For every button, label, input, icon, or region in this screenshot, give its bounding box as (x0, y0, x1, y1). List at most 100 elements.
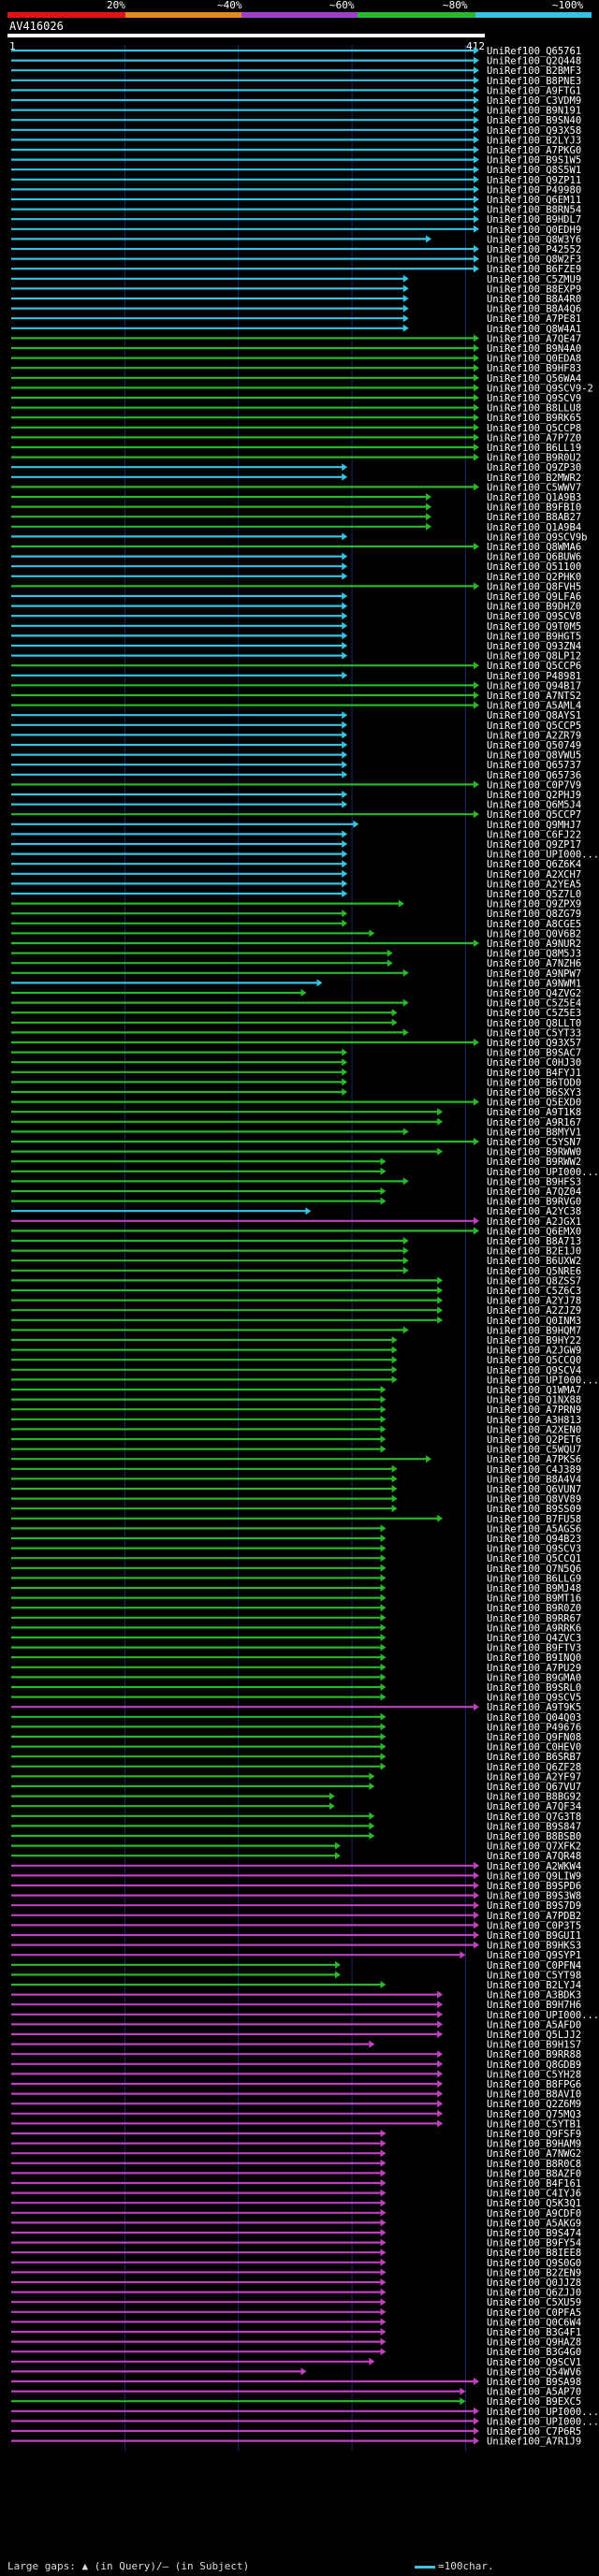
hit-label[interactable]: UniRef100_B9HDL7 (487, 214, 581, 226)
hit-label[interactable]: UniRef100_Q6EM11 (487, 195, 581, 206)
hit-label[interactable]: UniRef100_Q5Z7L0 (487, 889, 581, 900)
hit-label[interactable]: UniRef100_B9FBI0 (487, 502, 581, 514)
hit-label[interactable]: UniRef100_B9HF83 (487, 363, 581, 374)
hit-label[interactable]: UniRef100_Q94B17 (487, 680, 581, 691)
hit-label[interactable]: UniRef100_Q7XFK2 (487, 1841, 581, 1853)
hit-label[interactable]: UniRef100_B9HY22 (487, 1335, 581, 1346)
hit-label[interactable]: UniRef100_A9NUR2 (487, 939, 581, 950)
hit-label[interactable]: UniRef100_Q51100 (487, 561, 581, 573)
hit-label[interactable]: UniRef100_Q9ZP30 (487, 462, 581, 473)
hit-label[interactable]: UniRef100_B8A4Q6 (487, 304, 581, 315)
hit-label[interactable]: UniRef100_Q8W4A1 (487, 324, 581, 335)
hit-label[interactable]: UniRef100_A9T9K5 (487, 1702, 581, 1713)
hit-label[interactable]: UniRef100_B9RR88 (487, 2049, 581, 2060)
hit-label[interactable]: UniRef100_Q0INM3 (487, 1316, 581, 1327)
hit-label[interactable]: UniRef100_Q6M5J4 (487, 800, 581, 811)
hit-label[interactable]: UniRef100_B9SAC7 (487, 1048, 581, 1059)
hit-label[interactable]: UniRef100_B6LLG9 (487, 1573, 581, 1584)
hit-label[interactable]: UniRef100_C3VDM9 (487, 95, 581, 107)
hit-label[interactable]: UniRef100_Q9SCV8 (487, 611, 581, 622)
hit-label[interactable]: UniRef100_Q65737 (487, 760, 581, 771)
hit-label[interactable]: UniRef100_B9FY54 (487, 2238, 581, 2249)
hit-label[interactable]: UniRef100_C5XU59 (487, 2297, 581, 2308)
hit-label[interactable]: UniRef100_P48981 (487, 671, 581, 682)
hit-label[interactable]: UniRef100_Q9T0M5 (487, 621, 581, 633)
hit-label[interactable]: UniRef100_Q2Z6M9 (487, 2099, 581, 2110)
hit-label[interactable]: UniRef100_B6LL19 (487, 443, 581, 454)
hit-label[interactable]: UniRef100_Q1WMA7 (487, 1385, 581, 1396)
hit-label[interactable]: UniRef100_B9HQM7 (487, 1325, 581, 1336)
hit-label[interactable]: UniRef100_Q8LP12 (487, 651, 581, 662)
hit-label[interactable]: UniRef100_Q9MHJ7 (487, 820, 581, 831)
hit-label[interactable]: UniRef100_B4FYJ1 (487, 1068, 581, 1079)
hit-label[interactable]: UniRef100_C4IYJ6 (487, 2189, 581, 2200)
hit-label[interactable]: UniRef100_Q6VUN7 (487, 1484, 581, 1495)
hit-label[interactable]: UniRef100_Q04Q03 (487, 1712, 581, 1724)
hit-label[interactable]: UniRef100_Q5EXD0 (487, 1098, 581, 1109)
hit-label[interactable]: UniRef100_B6TOD0 (487, 1077, 581, 1088)
hit-label[interactable]: UniRef100_Q9HAZ8 (487, 2337, 581, 2349)
hit-label[interactable]: UniRef100_A9R167 (487, 1117, 581, 1128)
hit-label[interactable]: UniRef100_C5Z5E4 (487, 998, 581, 1010)
hit-label[interactable]: UniRef100_Q54WV6 (487, 2366, 581, 2378)
hit-label[interactable]: UniRef100_B9SA98 (487, 2377, 581, 2388)
hit-label[interactable]: UniRef100_Q65761 (487, 46, 581, 57)
hit-label[interactable]: UniRef100_A5AGS6 (487, 1523, 581, 1535)
hit-label[interactable]: UniRef100_A3H813 (487, 1415, 581, 1426)
hit-label[interactable]: UniRef100_B8AZF0 (487, 2168, 581, 2179)
hit-label[interactable]: UniRef100_B9H7H6 (487, 2000, 581, 2011)
hit-label[interactable]: UniRef100_A9T1K8 (487, 1107, 581, 1118)
hit-label[interactable]: UniRef100_B9RVG0 (487, 1197, 581, 1208)
hit-label[interactable]: UniRef100_A8CGE5 (487, 919, 581, 930)
hit-label[interactable]: UniRef100_B8A713 (487, 1236, 581, 1247)
hit-label[interactable]: UniRef100_A2ZR79 (487, 730, 581, 741)
hit-label[interactable]: UniRef100_B2LYJ4 (487, 1980, 581, 1991)
hit-label[interactable]: UniRef100_Q8S5W1 (487, 165, 581, 176)
hit-label[interactable]: UniRef100_Q5CCP6 (487, 661, 581, 672)
hit-label[interactable]: UniRef100_Q9FN08 (487, 1732, 581, 1743)
hit-label[interactable]: UniRef100_B9HAM9 (487, 2139, 581, 2150)
hit-label[interactable]: UniRef100_B9S474 (487, 2228, 581, 2239)
hit-label[interactable]: UniRef100_A2ZJZ9 (487, 1305, 581, 1317)
hit-label[interactable]: UniRef100_A2JGX1 (487, 1216, 581, 1228)
hit-label[interactable]: UniRef100_A7NWG2 (487, 2148, 581, 2160)
hit-label[interactable]: UniRef100_B9HKS3 (487, 1941, 581, 1952)
hit-label[interactable]: UniRef100_A9CDF0 (487, 2208, 581, 2219)
hit-label[interactable]: UniRef100_Q9SCV4 (487, 1365, 581, 1376)
hit-label[interactable]: UniRef100_C5WWV7 (487, 482, 581, 493)
hit-label[interactable]: UniRef100_B8AB27 (487, 512, 581, 523)
hit-label[interactable]: UniRef100_B3G4G0 (487, 2347, 581, 2358)
hit-label[interactable]: UniRef100_Q5CCQ1 (487, 1553, 581, 1565)
hit-label[interactable]: UniRef100_Q9SCV9 (487, 393, 581, 404)
hit-label[interactable]: UniRef100_A2XCH7 (487, 869, 581, 880)
hit-label[interactable]: UniRef100_A3BDK3 (487, 1990, 581, 2001)
hit-label[interactable]: UniRef100_Q93ZN4 (487, 641, 581, 652)
hit-label[interactable]: UniRef100_B9N191 (487, 106, 581, 117)
hit-label[interactable]: UniRef100_B9RWW0 (487, 1147, 581, 1158)
hit-label[interactable]: UniRef100_Q56WA4 (487, 373, 581, 385)
hit-label[interactable]: UniRef100_Q5CCP5 (487, 720, 581, 732)
hit-label[interactable]: UniRef100_Q1A9B3 (487, 492, 581, 503)
hit-label[interactable]: UniRef100_C5Z6C3 (487, 1286, 581, 1297)
hit-label[interactable]: UniRef100_Q6ZJJ0 (487, 2288, 581, 2299)
hit-label[interactable]: UniRef100_Q8GDB9 (487, 2059, 581, 2071)
hit-label[interactable]: UniRef100_Q75MQ3 (487, 2109, 581, 2120)
hit-label[interactable]: UniRef100_C5YT98 (487, 1970, 581, 1981)
hit-label[interactable]: UniRef100_B8A4R0 (487, 294, 581, 305)
hit-label[interactable]: UniRef100_B8FPG6 (487, 2079, 581, 2090)
hit-label[interactable]: UniRef100_Q9LIW9 (487, 1870, 581, 1882)
hit-label[interactable]: UniRef100_A9NPW7 (487, 968, 581, 980)
hit-label[interactable]: UniRef100_P49980 (487, 184, 581, 196)
hit-label[interactable]: UniRef100_B9SS09 (487, 1504, 581, 1515)
hit-label[interactable]: UniRef100_B9INQ0 (487, 1652, 581, 1664)
hit-label[interactable]: UniRef100_Q1NX88 (487, 1395, 581, 1406)
hit-label[interactable]: UniRef100_Q9ZPX9 (487, 899, 581, 910)
hit-label[interactable]: UniRef100_B8A4V4 (487, 1474, 581, 1485)
hit-label[interactable]: UniRef100_C5WQU7 (487, 1445, 581, 1456)
hit-label[interactable]: UniRef100_B9GMA0 (487, 1672, 581, 1683)
hit-label[interactable]: UniRef100_Q5NRE6 (487, 1266, 581, 1277)
hit-label[interactable]: UniRef100_A7PE81 (487, 313, 581, 325)
hit-label[interactable]: UniRef100_C4J389 (487, 1464, 581, 1476)
hit-label[interactable]: UniRef100_B9S1W5 (487, 155, 581, 167)
hit-label[interactable]: UniRef100_A2XEN0 (487, 1424, 581, 1435)
